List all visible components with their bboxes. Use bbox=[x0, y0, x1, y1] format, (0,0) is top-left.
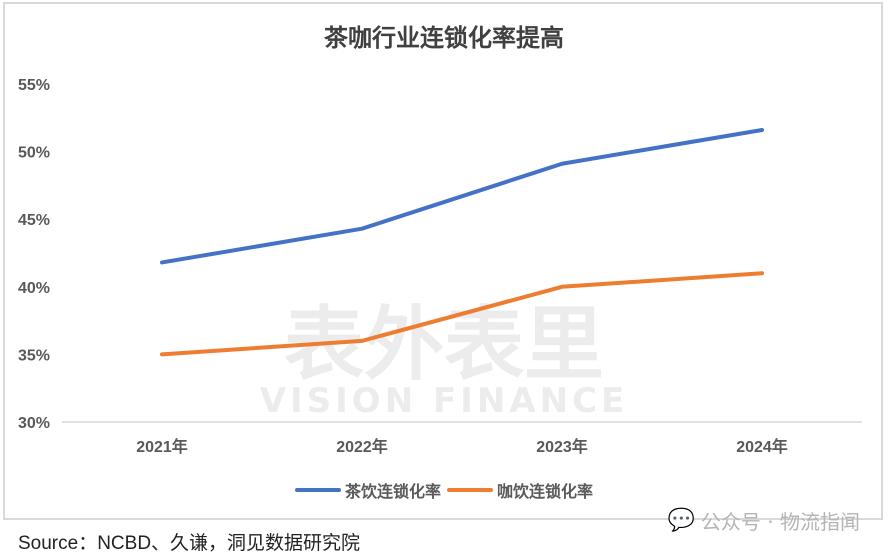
y-tick-label: 45% bbox=[18, 212, 50, 229]
wechat-watermark: 💬公众号 · 物流指闻 bbox=[668, 506, 860, 535]
x-tick-label: 2024年 bbox=[736, 437, 788, 456]
series-line-1 bbox=[162, 273, 762, 354]
x-tick-label: 2023年 bbox=[536, 437, 588, 456]
x-tick-label: 2022年 bbox=[336, 437, 388, 456]
source-note: Source：NCBD、久谦，洞见数据研究院 bbox=[18, 528, 360, 555]
wechat-text: 公众号 · 物流指闻 bbox=[701, 506, 860, 535]
series-line-0 bbox=[162, 130, 762, 262]
y-tick-label: 50% bbox=[18, 145, 50, 162]
x-tick-label: 2021年 bbox=[136, 437, 188, 456]
legend-item-tea: 茶饮连锁化率 bbox=[295, 478, 441, 502]
legend-label-coffee: 咖饮连锁化率 bbox=[497, 478, 593, 502]
y-tick-label: 35% bbox=[18, 347, 50, 364]
y-tick-label: 30% bbox=[18, 415, 50, 432]
y-tick-label: 40% bbox=[18, 280, 50, 297]
legend-item-coffee: 咖饮连锁化率 bbox=[447, 478, 593, 502]
wechat-icon: 💬 bbox=[668, 508, 695, 533]
legend-label-tea: 茶饮连锁化率 bbox=[345, 478, 441, 502]
legend: 茶饮连锁化率 咖饮连锁化率 bbox=[0, 478, 888, 502]
legend-swatch-coffee bbox=[447, 488, 493, 492]
legend-swatch-tea bbox=[295, 488, 341, 492]
y-tick-label: 55% bbox=[18, 77, 50, 94]
